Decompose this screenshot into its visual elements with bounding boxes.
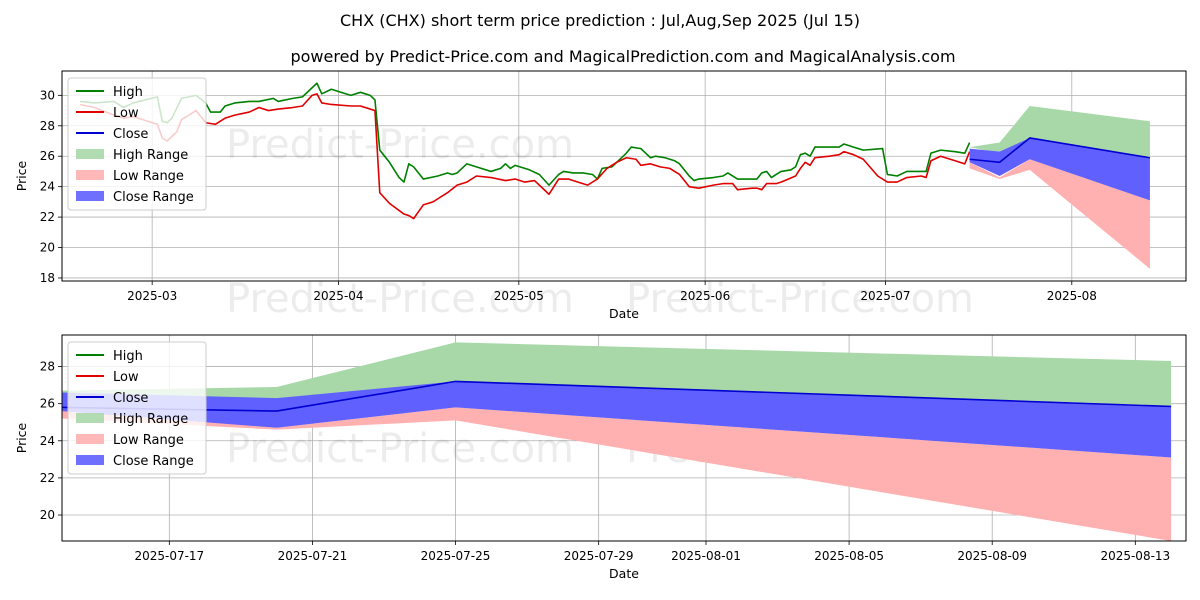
low-range-area (62, 407, 1172, 541)
legend-close-range-swatch (76, 191, 104, 201)
y-tick-label: 20 (40, 241, 55, 255)
y-tick-label: 18 (40, 271, 55, 285)
y-tick-label: 28 (40, 119, 55, 133)
y-axis-label: Price (14, 160, 29, 191)
y-tick-label: 22 (40, 471, 55, 485)
watermark-text: Predict-Price.com (226, 122, 574, 168)
x-tick-label: 2025-05 (494, 289, 544, 303)
y-tick-label: 24 (40, 180, 55, 194)
watermark-text: Predict-Price.com (226, 426, 574, 472)
legend-low-range-swatch (76, 170, 104, 180)
x-tick-label: 2025-08-13 (1100, 549, 1170, 563)
y-tick-label: 30 (40, 88, 55, 102)
x-axis-label: Date (609, 566, 639, 581)
x-axis-label: Date (609, 306, 639, 321)
watermark-text: Predict-Price.com (626, 276, 974, 322)
legend-close-range-swatch (76, 455, 104, 465)
x-tick-label: 2025-07-17 (134, 549, 204, 563)
chart-subtitle: powered by Predict-Price.com and Magical… (290, 47, 955, 66)
watermark-text: Predict-Price.com (226, 276, 574, 322)
axes-frame (61, 334, 1187, 542)
legend-close-range-label: Close Range (113, 454, 194, 469)
legend-low-range-label: Low Range (113, 433, 184, 448)
axes-frame (61, 70, 1187, 282)
x-tick-label: 2025-08-09 (957, 549, 1027, 563)
close-forecast-line (969, 137, 1151, 164)
close-range-area (969, 137, 1150, 201)
x-tick-label: 2025-07-21 (278, 549, 348, 563)
legend-high-range-label: High Range (113, 412, 188, 427)
x-tick-label: 2025-06 (680, 289, 730, 303)
y-tick-label: 28 (40, 360, 55, 374)
top-panel: 2025-03 2025-04 2025-05 2025-06 2025-07 2025-… (14, 70, 1187, 322)
x-tick-label: 2025-07-25 (421, 549, 491, 563)
low-history-line (79, 93, 971, 220)
y-tick-label: 24 (40, 434, 55, 448)
y-axis-label: Price (14, 422, 29, 453)
legend-high-range-swatch (76, 413, 104, 423)
low-range-area (969, 159, 1150, 269)
x-tick-label: 2025-08 (1047, 289, 1097, 303)
x-tick-label: 2025-07-29 (564, 549, 634, 563)
legend-close-label: Close (113, 391, 148, 406)
y-tick-label: 22 (40, 210, 55, 224)
legend-high-label: High (113, 85, 143, 100)
y-tick-label: 20 (40, 508, 55, 522)
x-tick-label: 2025-03 (127, 289, 177, 303)
y-tick-label: 26 (40, 397, 55, 411)
legend-high-range-swatch (76, 149, 104, 159)
legend-close-range-label: Close Range (113, 190, 194, 205)
y-tick-label: 26 (40, 149, 55, 163)
high-history-line (79, 82, 971, 186)
x-tick-label: 2025-08-05 (814, 549, 884, 563)
legend-close-label: Close (113, 127, 148, 142)
high-range-area (62, 342, 1172, 406)
x-tick-label: 2025-07 (860, 289, 910, 303)
legend-low-range-label: Low Range (113, 169, 184, 184)
x-tick-label: 2025-08-01 (671, 549, 741, 563)
chart-title: CHX (CHX) short term price prediction : … (340, 11, 860, 30)
legend-low-label: Low (113, 106, 139, 121)
legend-high-label: High (113, 349, 143, 364)
legend-low-label: Low (113, 370, 139, 385)
legend-low-range-swatch (76, 434, 104, 444)
legend-high-range-label: High Range (113, 148, 188, 163)
x-tick-label: 2025-04 (313, 289, 363, 303)
bottom-panel: 2025-07-17 2025-07-21 2025-07-25 2025-07-29… (14, 334, 1187, 581)
